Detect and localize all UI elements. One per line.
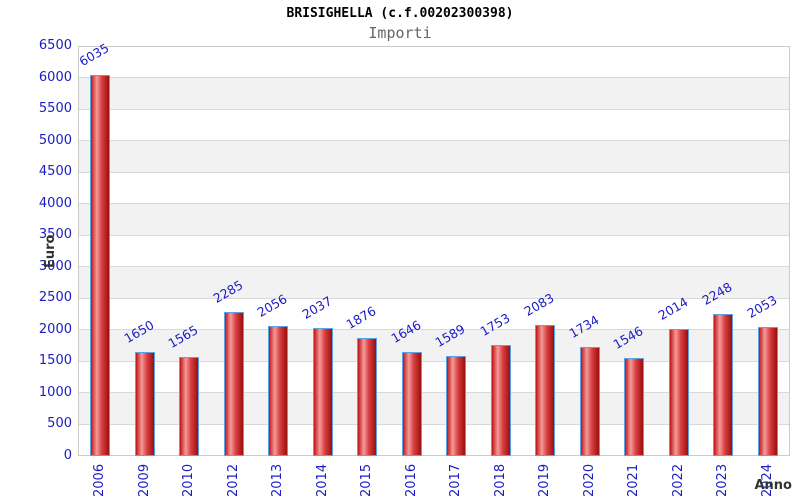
y-tick-label: 6000 [38, 69, 72, 85]
x-tick-label: 2018 [492, 463, 508, 497]
bar [223, 311, 244, 456]
x-tick-label: 2015 [359, 463, 375, 497]
plot-band [78, 77, 790, 110]
x-tick-label: 2006 [92, 463, 108, 497]
x-tick-label: 2009 [136, 463, 152, 497]
bar [446, 355, 467, 456]
gridline [78, 234, 790, 236]
gridline [78, 329, 790, 331]
x-tick-label: 2020 [581, 463, 597, 497]
bar [357, 337, 378, 456]
x-tick-label: 2019 [537, 463, 553, 497]
x-tick-label: 2021 [626, 463, 642, 497]
x-tick-label: 2022 [670, 463, 686, 497]
bar [134, 351, 155, 456]
bar [490, 345, 511, 456]
bar [757, 326, 778, 456]
bar [713, 314, 734, 456]
gridline [78, 266, 790, 268]
gridline [78, 171, 790, 173]
y-tick-label: 3000 [38, 258, 72, 274]
plot-band [78, 109, 790, 141]
gridline [78, 360, 790, 362]
y-tick-label: 6500 [38, 38, 72, 53]
gridline [78, 297, 790, 299]
x-tick-label: 2016 [403, 463, 419, 497]
y-tick-label: 3500 [38, 227, 72, 243]
bar [579, 346, 600, 456]
plot-band [78, 266, 790, 299]
bar [268, 326, 289, 456]
bar [535, 324, 556, 456]
gridline [78, 203, 790, 205]
bar [668, 328, 689, 456]
y-tick-label: 5000 [38, 132, 72, 148]
bar [401, 352, 422, 456]
gridline [78, 108, 790, 110]
y-tick-label: 0 [63, 448, 72, 463]
plot-band [78, 172, 790, 204]
x-tick-label: 2023 [715, 463, 731, 497]
y-tick-label: 5500 [38, 101, 72, 117]
x-axis-title: Anno [754, 478, 792, 493]
x-tick-label: 2013 [270, 463, 286, 497]
y-tick-label: 1500 [38, 353, 72, 369]
plot-band [78, 298, 790, 330]
x-tick-label: 2014 [314, 463, 330, 497]
gridline [78, 77, 790, 79]
plot-band [78, 140, 790, 173]
plot-band [78, 46, 790, 78]
bar [624, 358, 645, 456]
x-tick-label: 2017 [448, 463, 464, 497]
y-tick-label: 2500 [38, 290, 72, 306]
bar [90, 75, 111, 456]
bar [179, 357, 200, 456]
gridline [78, 140, 790, 142]
x-tick-label: 2012 [225, 463, 241, 497]
y-tick-label: 4000 [38, 195, 72, 211]
plot-band [78, 235, 790, 267]
y-axis-title: Euro [43, 234, 58, 268]
y-tick-label: 2000 [38, 321, 72, 337]
y-tick-label: 4500 [38, 164, 72, 180]
y-tick-label: 500 [47, 416, 72, 432]
gridline [78, 423, 790, 425]
x-tick-label: 2010 [181, 463, 197, 497]
y-tick-label: 1000 [38, 384, 72, 400]
chart-subtitle: Importi [368, 24, 432, 42]
chart-title: BRISIGHELLA (c.f.00202300398) [286, 6, 514, 21]
plot-band [78, 203, 790, 236]
bar [312, 327, 333, 456]
gridline [78, 392, 790, 394]
